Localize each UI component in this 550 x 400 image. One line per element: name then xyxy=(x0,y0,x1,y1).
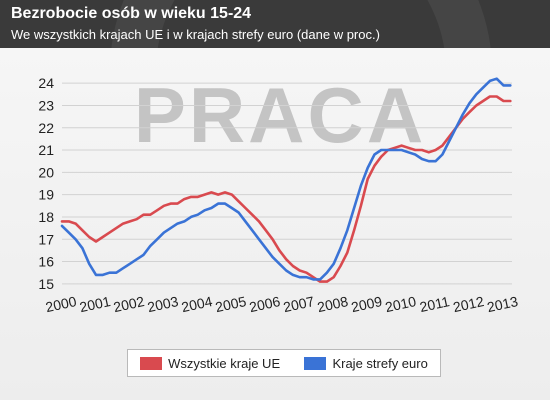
legend-item-euro: Kraje strefy euro xyxy=(304,355,428,371)
legend-swatch-euro xyxy=(304,356,327,370)
series-line-eu xyxy=(60,95,512,283)
chart-title: Bezrobocie osób w wieku 15-24 xyxy=(11,5,252,22)
x-tick-label: 2000 xyxy=(44,293,78,315)
chart-subtitle: We wszystkich krajach UE i w krajach str… xyxy=(11,27,380,42)
legend-label-euro: Kraje strefy euro xyxy=(332,355,428,371)
y-tick-label: 20 xyxy=(38,164,54,180)
y-tick-label: 23 xyxy=(38,97,54,113)
x-tick-label: 2003 xyxy=(146,293,180,315)
x-tick-label: 2006 xyxy=(248,293,282,315)
y-tick-label: 18 xyxy=(38,209,54,225)
y-tick-label: 17 xyxy=(38,231,54,247)
x-tick-label: 2013 xyxy=(486,293,520,315)
y-tick-label: 16 xyxy=(38,254,54,270)
x-tick-label: 2004 xyxy=(180,293,214,315)
y-tick-label: 21 xyxy=(38,142,54,158)
y-tick-label: 22 xyxy=(38,120,54,136)
legend-label-eu: Wszystkie kraje UE xyxy=(168,355,281,371)
y-tick-label: 19 xyxy=(38,187,54,203)
x-tick-label: 2010 xyxy=(384,293,418,315)
watermark-text: PRACA xyxy=(134,71,426,159)
x-tick-label: 2005 xyxy=(214,293,248,315)
x-tick-label: 2002 xyxy=(112,293,146,315)
y-tick-label: 15 xyxy=(38,276,54,292)
x-tick-label: 2011 xyxy=(418,293,451,315)
x-tick-label: 2012 xyxy=(452,293,486,315)
chart-legend: Wszystkie kraje UE Kraje strefy euro xyxy=(127,349,441,377)
legend-item-eu: Wszystkie kraje UE xyxy=(140,356,280,371)
legend-swatch-eu xyxy=(140,356,163,370)
x-tick-label: 2009 xyxy=(350,293,384,315)
x-tick-label: 2008 xyxy=(316,293,350,315)
x-tick-label: 2001 xyxy=(78,293,112,315)
y-tick-label: 24 xyxy=(38,75,54,91)
x-tick-label: 2007 xyxy=(282,293,316,315)
series-line-euro xyxy=(60,77,512,281)
